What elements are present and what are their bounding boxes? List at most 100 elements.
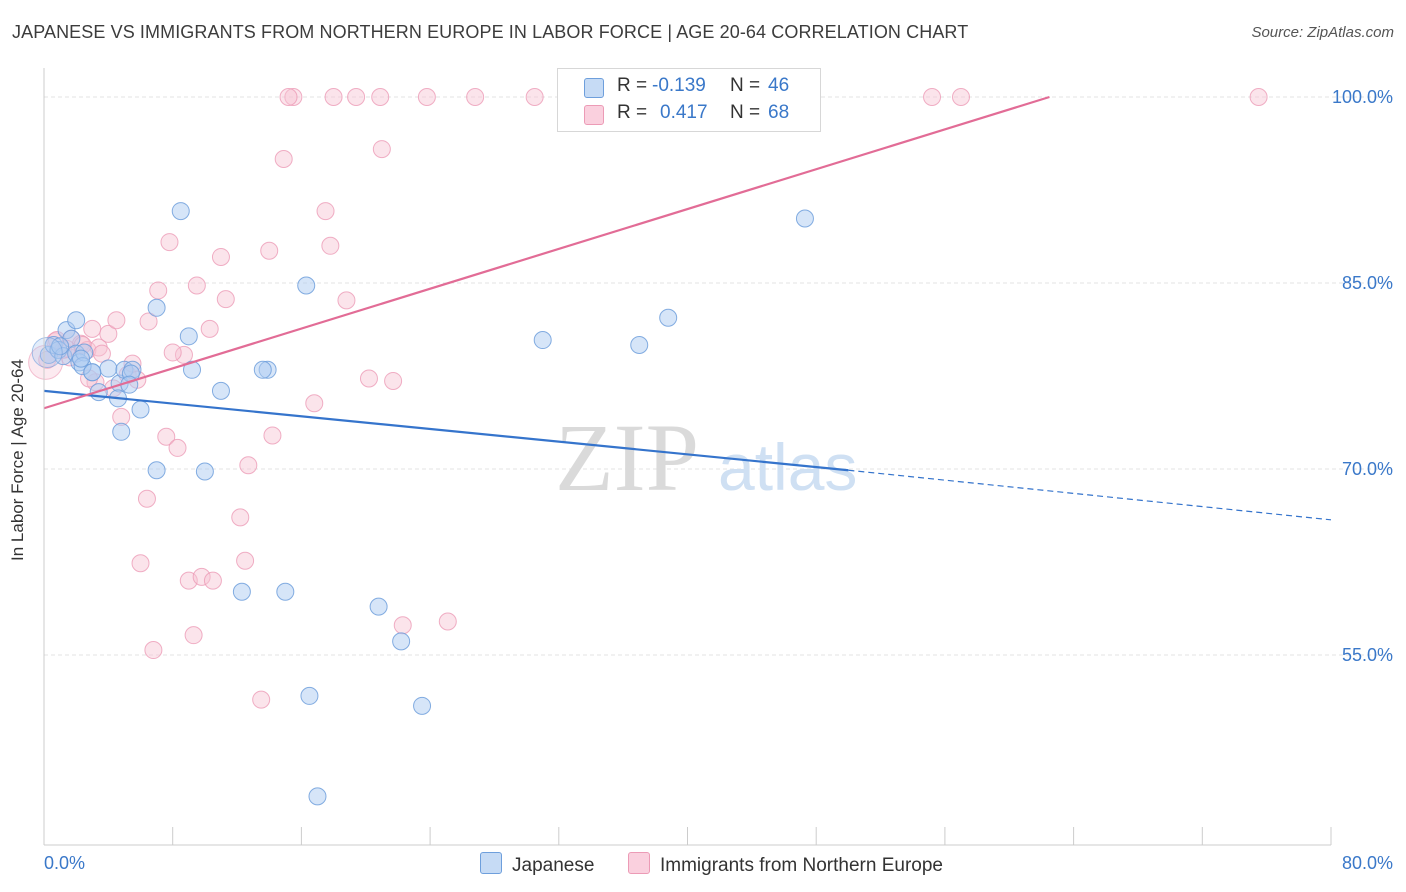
legend-n-label: N = (730, 102, 761, 123)
y-tick-label-0: 55.0% (1342, 645, 1393, 665)
northern-europe-point (149, 281, 168, 300)
japanese-point (533, 331, 552, 350)
japanese-point (195, 462, 214, 481)
axes (43, 68, 1332, 846)
tick-labels: 55.0% 70.0% 85.0% 100.0% 0.0% 80.0% (44, 87, 1393, 873)
bottom-legend-japanese-label: Japanese (512, 855, 595, 876)
northern-europe-point (263, 426, 282, 445)
japanese-point (308, 787, 327, 806)
northern-europe-point (216, 290, 235, 309)
northern-europe-point (137, 489, 156, 508)
japanese-point-cluster (31, 336, 63, 368)
northern-europe-trend-line (43, 95, 1050, 410)
northern-europe-point (184, 626, 203, 645)
northern-europe-points (28, 88, 1268, 709)
northern-europe-point (337, 291, 356, 310)
northern-europe-point (99, 324, 118, 343)
northern-europe-point (347, 88, 366, 106)
northern-europe-point (203, 571, 222, 590)
x-tick-label-1: 80.0% (1342, 853, 1393, 873)
x-tick-label-0: 0.0% (44, 853, 85, 873)
japanese-point (795, 209, 814, 228)
japanese-point (253, 360, 272, 379)
japanese-point (99, 359, 118, 378)
bottom-legend-northern-europe-label: Immigrants from Northern Europe (660, 855, 943, 876)
trend-lines (43, 95, 1332, 521)
legend-n-label: N = (730, 75, 761, 96)
watermark-atlas: atlas (718, 430, 857, 504)
bottom-legend-japanese: Japanese (480, 852, 594, 878)
japanese-point (392, 632, 411, 651)
japanese-trend-extension (848, 469, 1332, 521)
northern-europe-point (107, 311, 126, 330)
legend-r-value-japanese: -0.139 (652, 75, 706, 96)
japanese-point (659, 308, 678, 327)
northern-europe-point (923, 88, 942, 106)
northern-europe-point (231, 508, 250, 527)
northern-europe-point (359, 369, 378, 388)
northern-europe-point (393, 616, 412, 635)
northern-europe-point (239, 456, 258, 475)
japanese-point (179, 327, 198, 346)
japanese-point (171, 202, 190, 221)
japanese-point (369, 597, 388, 616)
y-tick-label-1: 70.0% (1342, 459, 1393, 479)
japanese-point (630, 336, 649, 354)
northern-europe-point (83, 319, 102, 338)
japanese-point (67, 311, 86, 330)
northern-europe-point (372, 140, 391, 159)
y-tick-label-2: 85.0% (1342, 273, 1393, 293)
watermark: ZIP atlas (555, 404, 857, 511)
northern-europe-point (144, 641, 163, 660)
watermark-zip: ZIP (555, 404, 699, 511)
legend-r-value-northern-europe: 0.417 (660, 102, 708, 123)
japanese-point (413, 696, 432, 715)
northern-europe-point (174, 345, 193, 364)
japanese-point (72, 349, 91, 368)
japanese-point (300, 686, 319, 705)
y-tick-label-3: 100.0% (1332, 87, 1393, 107)
northern-europe-point (305, 394, 324, 413)
japanese-point (131, 400, 150, 419)
northern-europe-point (417, 88, 436, 106)
legend-r-label: R = (617, 75, 648, 96)
northern-europe-point (168, 438, 187, 457)
northern-europe-point (324, 88, 343, 106)
northern-europe-point (163, 343, 182, 362)
northern-europe-point (157, 427, 176, 446)
northern-europe-point (438, 612, 457, 631)
japanese-swatch (584, 78, 604, 98)
stats-legend: R = -0.139 N = 46 R = 0.417 N = 68 (557, 68, 821, 132)
legend-r-label: R = (617, 102, 648, 123)
japanese-point (232, 582, 251, 601)
japanese-point (297, 276, 316, 295)
northern-europe-point (951, 88, 970, 106)
japanese-point (276, 582, 295, 601)
northern-europe-point (316, 202, 335, 221)
northern-europe-point (321, 236, 340, 255)
japanese-point (147, 461, 166, 480)
northern-europe-point (187, 276, 206, 295)
northern-europe-swatch (584, 105, 604, 125)
japanese-point (51, 337, 70, 356)
grid-layer (44, 96, 1394, 656)
northern-europe-point (1249, 88, 1268, 106)
legend-n-value-northern-europe: 68 (768, 102, 790, 123)
northern-europe-point (371, 88, 390, 106)
northern-europe-point (139, 312, 158, 331)
japanese-point (147, 298, 166, 317)
y-axis-label: In Labor Force | Age 20-64 (8, 359, 27, 561)
northern-europe-point (284, 88, 303, 106)
northern-europe-point (384, 371, 403, 390)
northern-europe-point (260, 241, 279, 260)
northern-europe-point (252, 690, 271, 709)
northern-europe-point (192, 567, 211, 586)
northern-europe-point (279, 88, 298, 106)
northern-europe-point (525, 88, 544, 106)
legend-n-value-japanese: 46 (768, 75, 790, 96)
northern-europe-point (92, 344, 111, 363)
northern-europe-point (131, 554, 150, 573)
northern-europe-point (236, 551, 255, 570)
japanese-point (211, 381, 230, 400)
